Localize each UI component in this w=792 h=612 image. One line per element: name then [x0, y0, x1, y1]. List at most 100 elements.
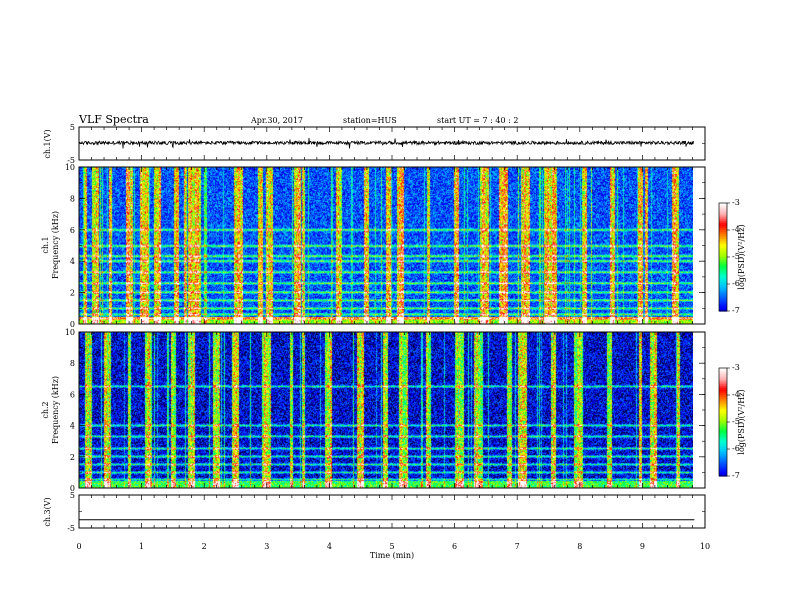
- colorbar-swatch: [719, 230, 727, 233]
- colorbar-swatch: [719, 431, 727, 434]
- colorbar-swatch: [719, 432, 727, 436]
- colorbar-tick-label: -5: [732, 417, 740, 426]
- colorbar-swatch: [719, 423, 727, 427]
- colorbar-swatch: [719, 244, 727, 247]
- colorbar-swatch: [719, 275, 727, 278]
- colorbar-swatch: [719, 307, 727, 310]
- colorbar-swatch: [719, 459, 727, 463]
- colorbar-swatch: [719, 378, 727, 382]
- ch1-frequency-ticks: 0 2 4 6 8 10: [65, 163, 705, 329]
- x-tick-label: 8: [577, 542, 582, 551]
- colorbar-swatch: [719, 425, 727, 428]
- colorbar-swatch: [719, 266, 727, 269]
- colorbar-swatch: [719, 386, 727, 389]
- colorbar-swatch: [719, 280, 727, 283]
- colorbar-swatch: [719, 420, 727, 423]
- colorbar-swatch: [719, 204, 727, 208]
- colorbar-swatch: [719, 472, 727, 475]
- colorbar-swatch: [719, 429, 727, 432]
- colorbar-swatch: [719, 396, 727, 400]
- colorbar-swatch: [719, 258, 727, 262]
- colorbar-swatch: [719, 398, 727, 401]
- colorbar-swatch: [719, 377, 727, 380]
- colorbar-swatch: [719, 222, 727, 226]
- colorbar-swatch: [719, 302, 727, 305]
- colorbar-swatch: [719, 294, 727, 298]
- colorbar-tick-label: -5: [732, 252, 740, 261]
- y-tick-label: 2: [70, 453, 75, 462]
- colorbar-swatch: [719, 221, 727, 224]
- colorbar-swatch: [719, 400, 727, 403]
- colorbar-swatch: [719, 465, 727, 468]
- colorbar-swatch: [719, 395, 727, 398]
- colorbar-swatch: [719, 438, 727, 441]
- colorbar-swatch: [719, 284, 727, 287]
- colorbar-swatch: [719, 305, 727, 308]
- colorbar-swatch: [719, 309, 727, 312]
- colorbar-tick-label: -4: [732, 225, 740, 234]
- colorbar-swatch: [719, 434, 727, 437]
- colorbar-swatch: [719, 380, 727, 383]
- colorbar-swatch: [719, 375, 727, 378]
- colorbar-swatch: [719, 203, 727, 206]
- ch1-waveform-panel: 5 -5 ch.1(V): [43, 123, 706, 165]
- colorbar-swatch: [719, 416, 727, 419]
- colorbar-swatch: [719, 251, 727, 254]
- x-tick-label: 10: [700, 542, 710, 551]
- ch1-colorbar: -3 -4 -5 -6 -7 log(PSD)(V²/Hz): [718, 198, 746, 315]
- colorbar-swatch: [719, 300, 727, 303]
- colorbar-swatch: [719, 389, 727, 392]
- y-tick-label: -5: [67, 156, 75, 165]
- start-time-label: start UT = 7 : 40 : 2: [437, 116, 518, 125]
- station-label: station=HUS: [343, 116, 397, 125]
- colorbar-swatch: [719, 467, 727, 470]
- colorbar-swatch: [719, 239, 727, 242]
- colorbar-swatch: [719, 441, 727, 445]
- colorbar-swatch: [719, 231, 727, 235]
- colorbar-swatch: [719, 226, 727, 229]
- colorbar-swatch: [719, 249, 727, 253]
- colorbar-tick-label: -7: [732, 306, 740, 315]
- y-tick-label: 4: [70, 422, 75, 431]
- colorbar-swatch: [719, 206, 727, 209]
- y-tick-label: -5: [67, 524, 75, 533]
- colorbar-swatch: [719, 470, 727, 473]
- colorbar-swatch: [719, 458, 727, 461]
- colorbar-swatch: [719, 382, 727, 385]
- colorbar-swatch: [719, 384, 727, 387]
- colorbar-swatch: [719, 298, 727, 301]
- ch1-spectrogram-channel-label: ch.1: [41, 236, 50, 253]
- colorbar-swatch: [719, 262, 727, 265]
- colorbar-swatch: [719, 468, 727, 472]
- ch1-spectrogram-image: [79, 167, 693, 324]
- colorbar-swatch: [719, 454, 727, 457]
- ch3-waveform-ylabel: ch.3(V): [43, 497, 52, 526]
- y-tick-label: 10: [65, 163, 75, 172]
- colorbar-swatch: [719, 285, 727, 289]
- colorbar-swatch: [719, 404, 727, 407]
- colorbar-tick-label: -3: [732, 363, 740, 372]
- x-tick-label: 0: [76, 542, 81, 551]
- colorbar-swatch: [719, 368, 727, 371]
- y-tick-label: 8: [70, 194, 75, 203]
- ch2-spectrogram-channel-label: ch.2: [41, 401, 50, 418]
- colorbar-swatch: [719, 257, 727, 260]
- colorbar-swatch: [719, 456, 727, 459]
- colorbar-swatch: [719, 445, 727, 448]
- colorbar-swatch: [719, 291, 727, 294]
- colorbar-swatch: [719, 418, 727, 421]
- x-tick-label: 4: [327, 542, 332, 551]
- colorbar-swatch: [719, 213, 727, 217]
- colorbar-swatch: [719, 233, 727, 236]
- colorbar-swatch: [719, 427, 727, 430]
- y-tick-label: 8: [70, 359, 75, 368]
- colorbar-swatch: [719, 271, 727, 274]
- x-tick-label: 2: [202, 542, 207, 551]
- colorbar-swatch: [719, 371, 727, 374]
- colorbar-swatch: [719, 411, 727, 414]
- colorbar-swatch: [719, 450, 727, 454]
- colorbar-swatch: [719, 255, 727, 258]
- colorbar-swatch: [719, 269, 727, 272]
- colorbar-swatch: [719, 237, 727, 240]
